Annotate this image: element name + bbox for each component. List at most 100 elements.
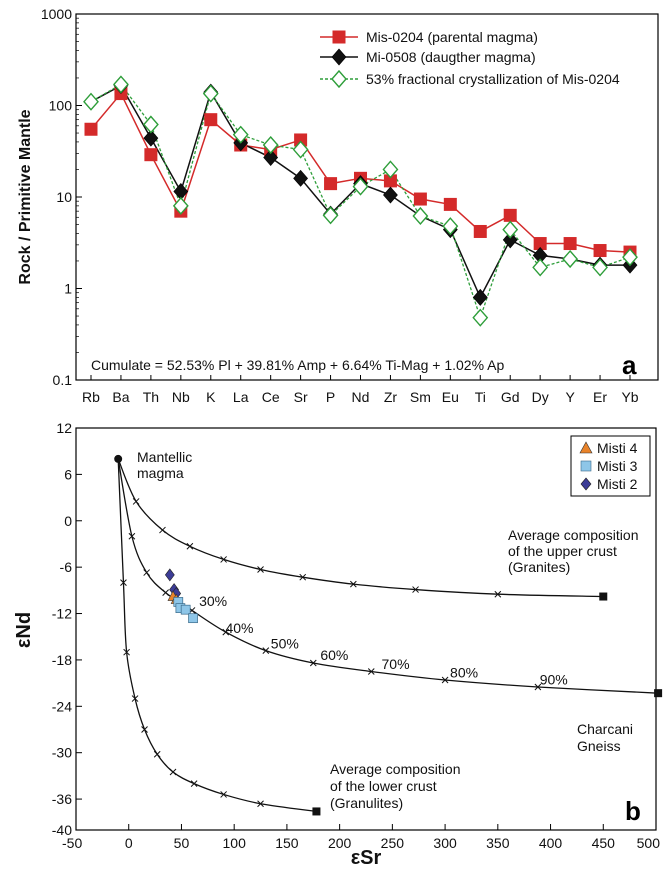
data-point	[293, 169, 309, 187]
x-tick-label: 50	[174, 835, 190, 851]
panel-b-y-ticks: 12 6 0 -6 -12 -18 -24 -30 -36 -40	[52, 420, 82, 838]
y-tick-label: 0.1	[53, 372, 73, 388]
data-point	[443, 197, 457, 211]
mixing-step-marker	[257, 566, 264, 573]
endmember-marker	[114, 454, 123, 463]
panel-b-endmembers	[114, 454, 663, 816]
y-tick-label: 1000	[41, 6, 72, 22]
annotation-mantellic: Mantellic magma	[137, 449, 196, 481]
y-tick-label: -40	[52, 822, 72, 838]
x-tick-label: K	[206, 389, 216, 405]
mixing-step-marker	[169, 768, 177, 776]
y-tick-label: 6	[64, 466, 72, 482]
annotation-lower-crust: Average composition of the lower crust (…	[330, 761, 464, 811]
legend-marker	[580, 460, 592, 472]
data-point	[352, 177, 369, 196]
mixing-step-marker	[367, 668, 375, 675]
x-tick-label: Sm	[410, 389, 431, 405]
x-tick-label: Ti	[475, 389, 486, 405]
x-tick-label: Nb	[172, 389, 190, 405]
data-point	[532, 258, 549, 277]
panel-b-plot-frame	[75, 427, 657, 831]
panel-b-samples	[164, 568, 198, 624]
annotation-lower-crust-line-3: (Granulites)	[330, 795, 403, 811]
data-point	[593, 244, 607, 258]
legend-marker	[332, 30, 346, 44]
panel-b-percent-labels: 30% 40% 50% 60% 70% 80% 90%	[199, 593, 568, 688]
data-point	[383, 186, 398, 204]
annotation-upper-crust-line-2: of the upper crust	[508, 543, 617, 559]
data-point	[562, 249, 579, 269]
data-point	[83, 92, 99, 111]
panel-a-label: a	[622, 350, 637, 380]
data-point	[263, 149, 279, 166]
legend-marker	[331, 48, 347, 66]
y-tick-label: 100	[49, 98, 73, 114]
x-tick-label: 400	[539, 835, 563, 851]
mixing-step-marker	[349, 580, 357, 588]
panel-b-y-axis-label: εNd	[13, 612, 35, 648]
x-tick-label: Dy	[532, 389, 549, 405]
x-tick-label: 300	[433, 835, 457, 851]
data-point	[322, 206, 339, 225]
annotation-mantellic-line-2: magma	[137, 465, 184, 481]
x-tick-label: 100	[223, 835, 247, 851]
annotation-upper-crust-line-1: Average composition	[508, 527, 638, 543]
panel-a-cumulate-annotation: Cumulate = 52.53% Pl + 39.81% Amp + 6.64…	[91, 357, 504, 373]
y-tick-label: 12	[56, 420, 72, 436]
legend-label: Mis-0204 (parental magma)	[366, 29, 538, 45]
annotation-lower-crust-line-1: Average composition	[330, 761, 460, 777]
mixing-step-marker	[309, 659, 317, 667]
y-tick-label: -24	[52, 698, 72, 714]
data-point	[172, 196, 189, 215]
x-tick-label: Ba	[112, 389, 129, 405]
percent-label: 80%	[450, 665, 478, 681]
data-point	[472, 288, 488, 306]
y-tick-label: -18	[52, 652, 72, 668]
data-point	[412, 206, 429, 226]
x-tick-label: Y	[565, 389, 575, 405]
y-tick-label: -12	[52, 606, 72, 622]
data-point	[502, 220, 519, 239]
panel-b-x-ticks: -50 0 50 100 150 200 250 300 350 400 450 500	[62, 824, 660, 851]
legend-label: Misti 2	[597, 476, 638, 492]
percent-label: 30%	[199, 593, 227, 609]
legend-label: 53% fractional crystallization of Mis-02…	[366, 71, 620, 87]
y-tick-label: -6	[60, 559, 73, 575]
data-point	[84, 122, 98, 136]
x-tick-label: La	[233, 389, 249, 405]
data-point	[204, 113, 218, 127]
mixing-step-marker	[222, 628, 230, 636]
data-point	[413, 192, 427, 206]
percent-label: 40%	[225, 620, 253, 636]
x-tick-label: P	[326, 389, 335, 405]
data-point	[472, 308, 489, 327]
percent-label: 70%	[382, 656, 410, 672]
x-tick-label: 0	[125, 835, 133, 851]
annotation-charcani-gneiss: Charcani Gneiss	[577, 721, 637, 754]
legend-label: Misti 3	[597, 458, 638, 474]
x-tick-label: Th	[143, 389, 159, 405]
y-tick-label: 0	[64, 513, 72, 529]
x-tick-label: Yb	[621, 389, 638, 405]
legend-marker	[331, 69, 347, 89]
y-tick-label: 1	[64, 281, 72, 297]
panel-a-y-ticks: 0.1 1 10 100 1000	[41, 6, 82, 388]
x-tick-label: Er	[593, 389, 607, 405]
mixing-step-marker	[220, 556, 227, 563]
sample-point	[164, 568, 175, 582]
data-point	[503, 208, 517, 222]
percent-label: 50%	[271, 635, 299, 651]
x-tick-label: 150	[275, 835, 299, 851]
endmember-marker	[312, 807, 321, 816]
x-tick-label: 250	[381, 835, 405, 851]
x-tick-label: Gd	[501, 389, 520, 405]
panel-a-trace-element-diagram: 0.1 1 10 100 1000 Rb Ba Th Nb K La Ce Sr P Nd Zr Sm Eu Ti…	[17, 6, 659, 405]
data-point	[202, 84, 219, 103]
data-point	[592, 258, 608, 277]
panel-a-y-axis-label: Rock / Primitive Mantle	[17, 109, 34, 284]
mixing-step-marker	[262, 647, 270, 654]
mixing-step-marker	[257, 800, 264, 808]
panel-b-isotope-mixing-diagram: 12 6 0 -6 -12 -18 -24 -30 -36 -40 -50 0 50 100 150 200…	[13, 420, 663, 869]
